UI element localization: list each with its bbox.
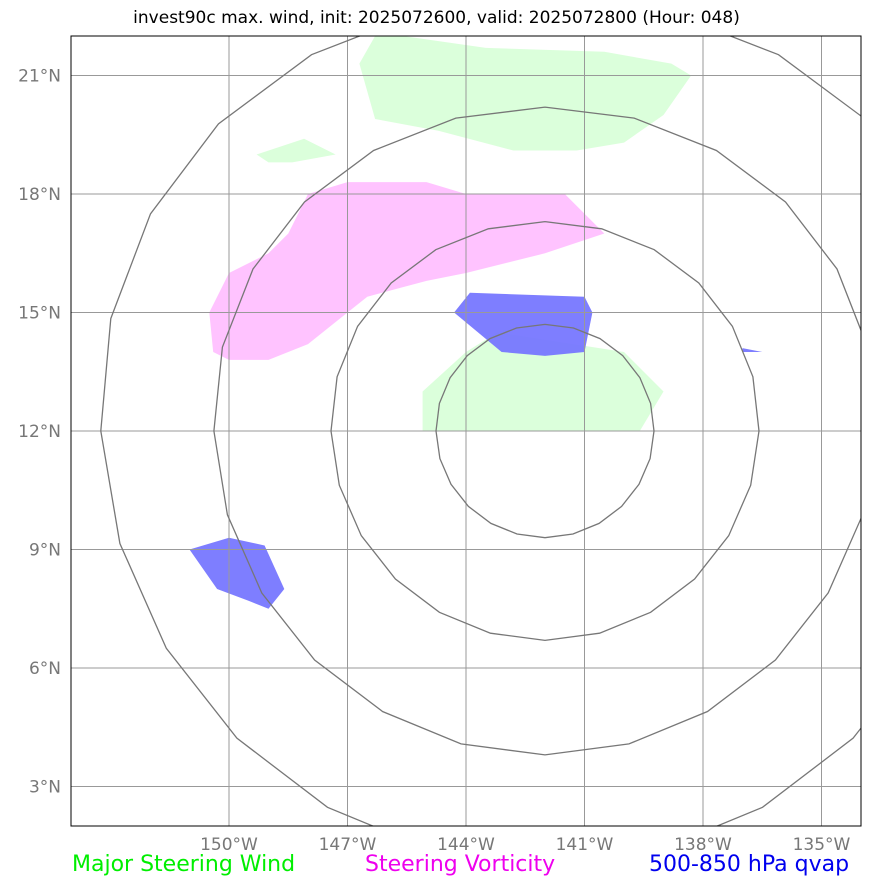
graticule [71, 36, 861, 826]
steering-wind-region-2 [422, 332, 664, 431]
lon-tick-label: 150°W [200, 835, 258, 855]
lat-tick-label: 3°N [29, 778, 61, 798]
qvap-region-6 [189, 537, 285, 609]
lon-tick-label: 141°W [556, 835, 614, 855]
lat-tick-label: 9°N [29, 541, 61, 561]
lat-tick-label: 6°N [29, 659, 61, 679]
qvap-region-5 [742, 348, 763, 352]
axis-tick-labels: 150°W 147°W 144°W 141°W 138°W 135°W 21°N 18°N 15… [18, 67, 850, 856]
legend-steering-wind: Major Steering Wind [72, 852, 296, 877]
distance-ring-3 [100, 36, 861, 826]
legend-steering-vorticity: Steering Vorticity [365, 852, 556, 877]
steering-wind-region-0 [359, 36, 692, 151]
lat-tick-label: 18°N [18, 185, 61, 205]
lon-tick-label: 147°W [319, 835, 377, 855]
distance-ring-1 [330, 220, 760, 642]
lat-tick-label: 21°N [18, 67, 61, 87]
plot-frame [70, 35, 862, 827]
lat-tick-label: 12°N [18, 422, 61, 442]
lon-tick-label: 138°W [674, 835, 732, 855]
map-title: invest90c max. wind, init: 2025072600, v… [133, 8, 740, 28]
qvap-region-4 [454, 292, 593, 356]
shaded-regions [189, 36, 763, 609]
distance-ring-2 [213, 106, 861, 756]
distance-rings [100, 36, 861, 826]
lat-tick-label: 15°N [18, 304, 61, 324]
lon-tick-label: 135°W [793, 835, 851, 855]
steering-wind-region-1 [256, 138, 336, 163]
lon-tick-label: 144°W [437, 835, 495, 855]
distance-ring-0 [435, 323, 655, 539]
legend-qvap: 500-850 hPa qvap [649, 852, 850, 877]
